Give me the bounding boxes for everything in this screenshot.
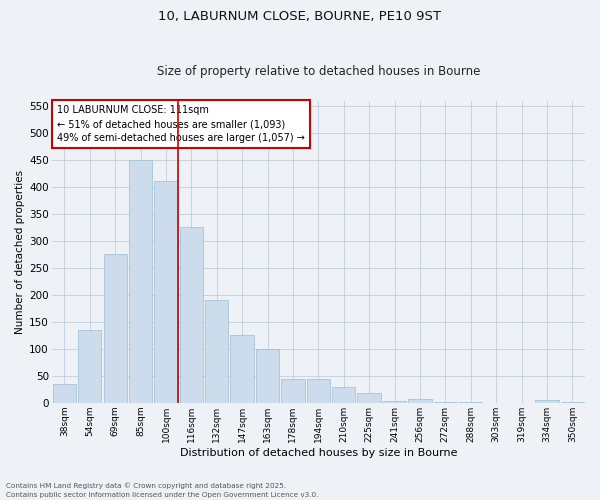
Bar: [383, 400, 406, 403]
Bar: [104, 254, 127, 403]
Bar: [53, 384, 76, 403]
Bar: [78, 330, 101, 403]
Bar: [358, 393, 381, 403]
Bar: [154, 182, 178, 403]
Bar: [560, 402, 584, 403]
X-axis label: Distribution of detached houses by size in Bourne: Distribution of detached houses by size …: [179, 448, 457, 458]
Text: 10, LABURNUM CLOSE, BOURNE, PE10 9ST: 10, LABURNUM CLOSE, BOURNE, PE10 9ST: [158, 10, 442, 23]
Bar: [535, 400, 559, 403]
Y-axis label: Number of detached properties: Number of detached properties: [15, 170, 25, 334]
Bar: [332, 386, 355, 403]
Bar: [307, 378, 330, 403]
Bar: [281, 378, 305, 403]
Text: Contains HM Land Registry data © Crown copyright and database right 2025.: Contains HM Land Registry data © Crown c…: [6, 482, 286, 489]
Title: Size of property relative to detached houses in Bourne: Size of property relative to detached ho…: [157, 66, 480, 78]
Bar: [179, 228, 203, 403]
Bar: [408, 399, 431, 403]
Bar: [129, 160, 152, 403]
Bar: [434, 402, 457, 403]
Bar: [459, 402, 482, 403]
Bar: [256, 349, 279, 403]
Text: Contains public sector information licensed under the Open Government Licence v3: Contains public sector information licen…: [6, 492, 319, 498]
Text: 10 LABURNUM CLOSE: 111sqm
← 51% of detached houses are smaller (1,093)
49% of se: 10 LABURNUM CLOSE: 111sqm ← 51% of detac…: [57, 105, 305, 143]
Bar: [230, 336, 254, 403]
Bar: [205, 300, 229, 403]
